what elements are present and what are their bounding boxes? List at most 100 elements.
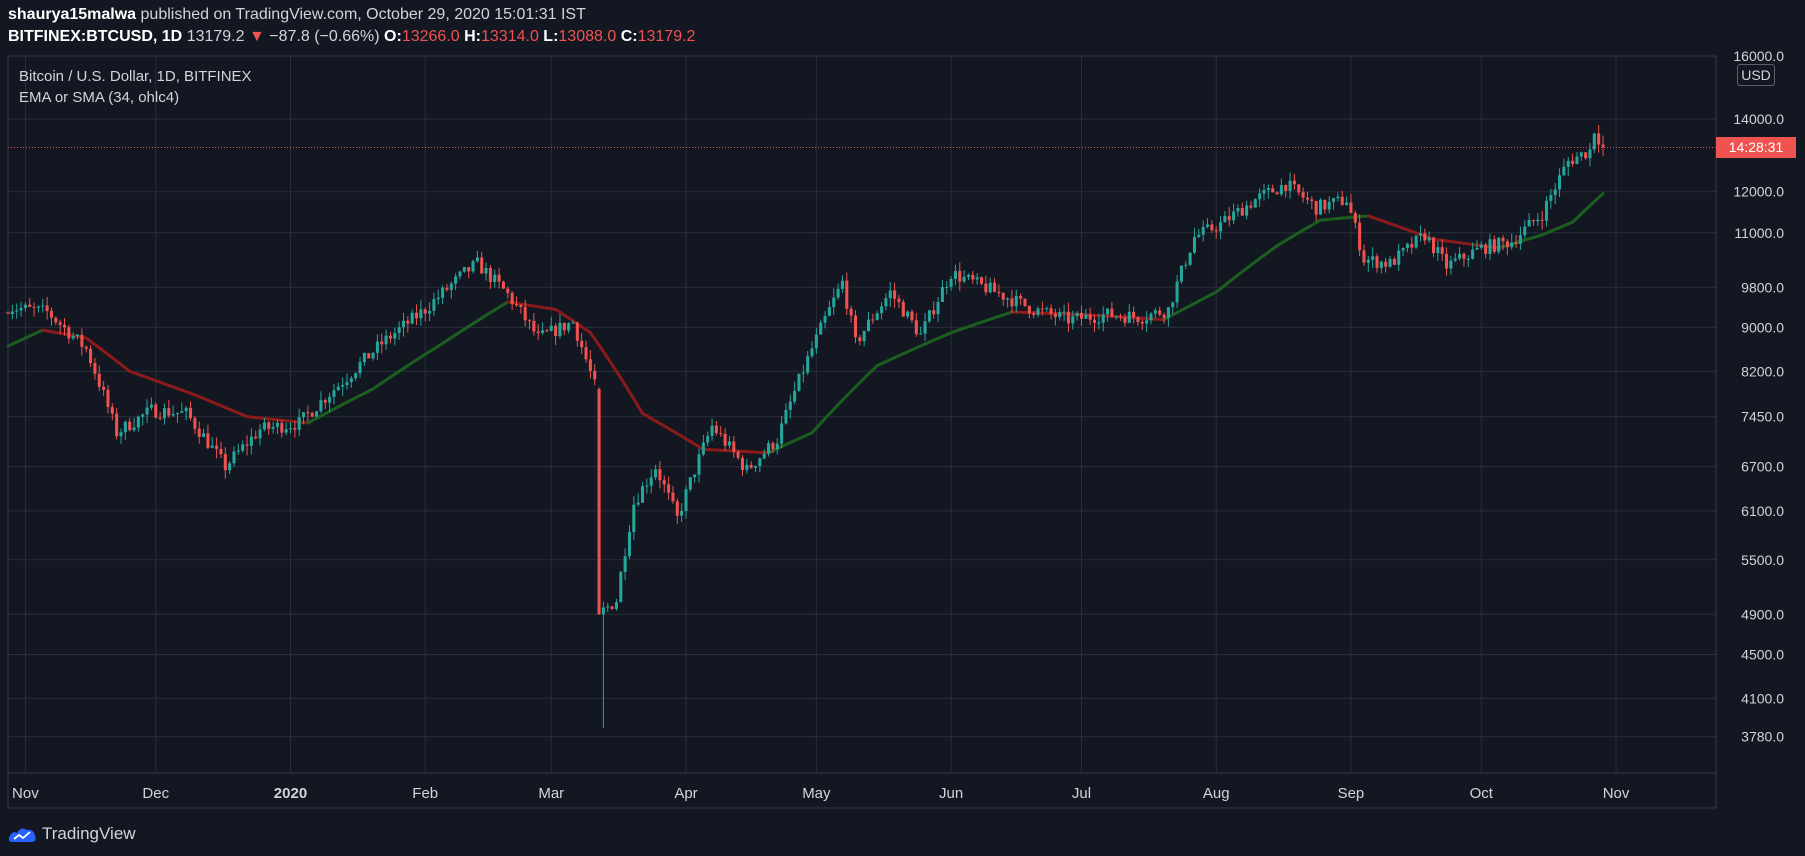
- price-tick-label: 8200.0: [1741, 363, 1784, 379]
- candle-body: [293, 428, 297, 430]
- candle-body: [797, 373, 801, 391]
- candle-body: [271, 426, 275, 429]
- candle-body: [49, 310, 53, 318]
- time-tick-label: Dec: [142, 785, 169, 802]
- candle-body: [1458, 253, 1462, 259]
- candle-body: [580, 340, 584, 348]
- time-axis[interactable]: Nov Dec 2020 Feb Mar Apr May Jun Jul Aug Sep Oct Nov: [12, 785, 1630, 802]
- candle-body: [667, 484, 671, 493]
- candle-body: [1149, 313, 1153, 321]
- legend-indicator[interactable]: EMA or SMA (34, ohlc4): [19, 89, 180, 106]
- candle-body: [1040, 308, 1044, 310]
- author-name[interactable]: shaurya15malwa: [8, 6, 137, 23]
- candle-body: [1119, 316, 1123, 318]
- price-tick-label: 11000.0: [1734, 225, 1784, 241]
- candle-body: [1175, 281, 1179, 303]
- candle-body: [845, 280, 849, 309]
- candle-body: [71, 336, 75, 339]
- candle-body: [1401, 248, 1405, 251]
- candle-body: [1327, 201, 1331, 210]
- close-value: 13179.2: [637, 28, 696, 45]
- candle-body: [319, 400, 323, 412]
- candle-body: [1523, 226, 1527, 236]
- candle-body: [1088, 314, 1092, 320]
- candle-body: [1232, 211, 1236, 221]
- candle-body: [1392, 258, 1396, 265]
- candle-body: [693, 474, 697, 478]
- candle-body: [519, 304, 523, 307]
- candle-body: [658, 469, 662, 481]
- tradingview-logo-icon[interactable]: [8, 824, 38, 844]
- open-value: 13266.0: [401, 28, 460, 45]
- price-tick-label: 6700.0: [1741, 459, 1784, 475]
- candle-body: [1192, 236, 1196, 253]
- currency-badge[interactable]: USD: [1737, 64, 1775, 86]
- candle-body: [862, 331, 866, 341]
- candle-body: [1145, 320, 1149, 324]
- candle-body: [162, 408, 166, 419]
- candle-body: [132, 427, 136, 431]
- candle-body: [58, 322, 62, 325]
- grid-lines: [8, 55, 1716, 773]
- price-axis[interactable]: 3780.0 4100.0 4500.0 4900.0 5500.0 6100.0 6700…: [1733, 48, 1784, 745]
- candle-body: [1266, 188, 1270, 191]
- candle-body: [1553, 189, 1557, 196]
- candle-body: [993, 282, 997, 292]
- candle-body: [1066, 311, 1070, 324]
- candle-body: [1540, 219, 1544, 221]
- candle-body: [1201, 226, 1205, 235]
- candle-body: [962, 276, 966, 282]
- candle-body: [141, 414, 145, 417]
- candle-body: [1301, 192, 1305, 198]
- candle-body: [45, 305, 49, 311]
- candle-body: [36, 306, 40, 308]
- candle-body: [406, 320, 410, 324]
- candle-body: [1058, 312, 1062, 318]
- candle-body: [1488, 239, 1492, 254]
- candle-body: [297, 417, 301, 430]
- candle-body: [1275, 192, 1279, 195]
- candle-body: [1132, 311, 1136, 318]
- candle-body: [780, 423, 784, 444]
- candle-body: [1588, 149, 1592, 159]
- candle-body: [419, 309, 423, 319]
- time-tick-label: Nov: [12, 785, 39, 802]
- candle-body: [1379, 261, 1383, 268]
- candle-body: [893, 290, 897, 299]
- candle-body: [1466, 258, 1470, 260]
- candle-body: [875, 313, 879, 320]
- candle-body: [549, 325, 553, 331]
- candle-body: [280, 422, 284, 433]
- candle-body: [110, 406, 114, 414]
- symbol-label: BITFINEX:BTCUSD, 1D: [8, 28, 183, 45]
- candle-body: [1305, 197, 1309, 200]
- chart-border: [7, 55, 1717, 809]
- legend-title[interactable]: Bitcoin / U.S. Dollar, 1D, BITFINEX: [19, 68, 252, 85]
- candle-body: [727, 441, 731, 446]
- candle-body: [102, 386, 106, 390]
- candle-body: [423, 309, 427, 314]
- candle-body: [1001, 292, 1005, 300]
- candle-body: [1245, 205, 1249, 216]
- candle-body: [1271, 188, 1275, 193]
- candle-body: [1510, 242, 1514, 248]
- candle-body: [501, 281, 505, 289]
- candle-body: [593, 370, 597, 380]
- candle-body: [732, 441, 736, 452]
- footer: TradingView: [8, 820, 136, 848]
- candle-body: [41, 305, 45, 307]
- candle-body: [475, 257, 479, 262]
- candle-body: [488, 267, 492, 283]
- candle-body: [175, 412, 180, 415]
- candle-body: [1375, 256, 1379, 268]
- candle-body: [866, 319, 871, 332]
- price-chart[interactable]: 3780.0 4100.0 4500.0 4900.0 5500.0 6100.0 6700…: [0, 0, 1805, 815]
- candle-body: [1584, 152, 1588, 159]
- candle-body: [758, 458, 762, 467]
- candle-body: [228, 463, 232, 471]
- candle-body: [28, 304, 32, 307]
- candle-body: [249, 436, 253, 446]
- candle-body: [749, 464, 753, 468]
- candle-body: [1253, 199, 1257, 208]
- tradingview-brand[interactable]: TradingView: [42, 824, 136, 843]
